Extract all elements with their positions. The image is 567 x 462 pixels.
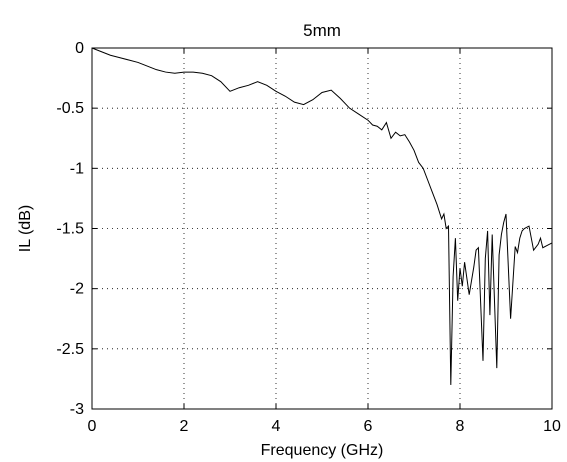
grid (92, 48, 552, 409)
x-axis-label: Frequency (GHz) (261, 442, 384, 459)
y-tick-labels: 0 -0.5 -1 -1.5 -2 -2.5 -3 (56, 40, 84, 418)
series-line (91, 47, 553, 385)
y-tick-label: 0 (75, 40, 84, 57)
y-tick-label: -2 (70, 281, 84, 298)
y-tick-label: -2.5 (56, 341, 84, 358)
x-tick-label: 10 (543, 418, 561, 435)
y-axis-label: IL (dB) (17, 205, 34, 252)
y-tick-label: -1.5 (56, 221, 84, 238)
chart-title: 5mm (303, 21, 341, 40)
x-tick-label: 8 (456, 418, 465, 435)
x-tick-label: 0 (88, 418, 97, 435)
x-tick-label: 6 (364, 418, 373, 435)
x-tick-label: 4 (272, 418, 281, 435)
x-tick-label: 2 (180, 418, 189, 435)
y-tick-label: -0.5 (56, 100, 84, 117)
axis-ticks (91, 47, 553, 410)
y-tick-label: -1 (70, 160, 84, 177)
x-tick-labels: 0 2 4 6 8 10 (88, 418, 561, 435)
y-tick-label: -3 (70, 401, 84, 418)
